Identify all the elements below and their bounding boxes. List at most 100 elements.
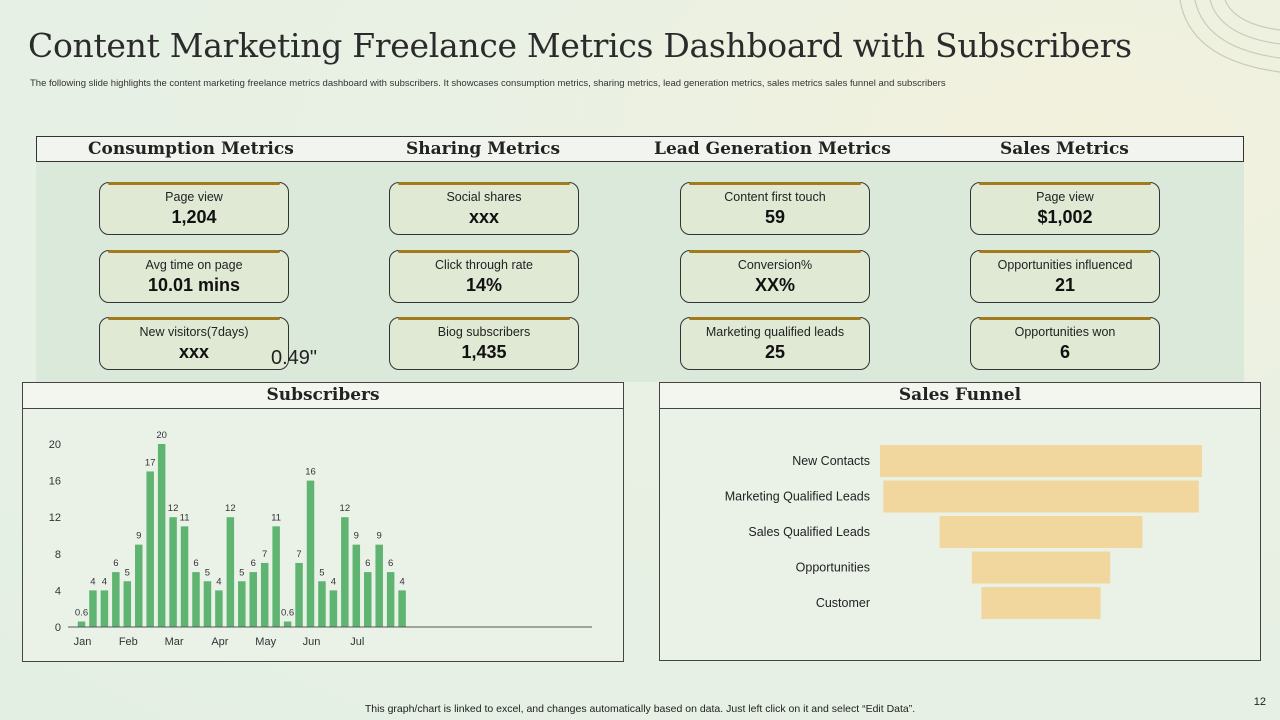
- bar-data-label: 9: [136, 531, 141, 542]
- metric-card-content-first-touch: Content first touch 59: [680, 182, 870, 235]
- page-subtitle: The following slide highlights the conte…: [30, 78, 946, 89]
- subscriber-bar: [215, 590, 223, 627]
- funnel-bar: [939, 516, 1143, 548]
- bar-data-label: 17: [145, 457, 156, 468]
- page-title: Content Marketing Freelance Metrics Dash…: [28, 26, 1132, 65]
- x-tick-label: May: [255, 636, 276, 648]
- bar-data-label: 9: [354, 531, 359, 542]
- subscriber-bar: [329, 590, 338, 627]
- x-tick-label: Mar: [165, 636, 184, 648]
- funnel-bar: [971, 551, 1111, 584]
- y-tick-label: 12: [49, 512, 61, 524]
- subscriber-bar: [157, 444, 166, 627]
- subscriber-bar: [375, 544, 383, 627]
- bar-data-label: 7: [262, 549, 267, 560]
- bar-data-label: 20: [156, 430, 167, 441]
- y-tick-label: 0: [55, 622, 61, 634]
- metric-card-opportunities-influenced: Opportunities influenced 21: [970, 250, 1160, 303]
- sales-funnel-chart: New Contacts Marketing Qualified Leads Sal…: [725, 445, 1202, 619]
- subscriber-bar: [100, 590, 109, 627]
- bar-data-label: 16: [305, 467, 316, 478]
- metric-value: $1,002: [1037, 207, 1093, 227]
- subscriber-bar: [318, 581, 326, 627]
- bar-data-label: 12: [168, 503, 179, 514]
- metric-label: Biog subscribers: [437, 325, 531, 339]
- metric-value: 6: [1059, 342, 1070, 362]
- bar-data-label: 5: [319, 567, 324, 578]
- bar-data-label: 12: [225, 503, 236, 514]
- sales-funnel-panel: Sales Funnel New Contacts Marketing Quali…: [659, 382, 1261, 661]
- subscriber-bar: [238, 581, 246, 627]
- metric-value: 21: [1054, 275, 1076, 295]
- bar-data-label: 5: [205, 567, 210, 578]
- funnel-stage-label: Opportunities: [796, 561, 870, 575]
- bar-data-label: 4: [216, 576, 221, 587]
- funnel-stage-label: New Contacts: [792, 454, 870, 468]
- bar-data-label: 6: [365, 558, 370, 569]
- sales-metrics-heading: Sales Metrics: [1000, 139, 1129, 159]
- x-tick-label: Jun: [303, 636, 321, 648]
- metric-card-page-view: Page view 1,204: [99, 182, 289, 235]
- x-tick-label: Feb: [119, 636, 138, 648]
- y-tick-label: 20: [49, 439, 61, 451]
- metric-value: XX%: [754, 275, 796, 295]
- bar-data-label: 4: [399, 576, 404, 587]
- bar-data-label: 4: [331, 576, 336, 587]
- subscriber-bar: [249, 572, 257, 627]
- sharing-metrics-heading: Sharing Metrics: [406, 139, 561, 159]
- subscriber-bar: [283, 621, 292, 627]
- subscriber-bar: [226, 517, 235, 627]
- footer-note: This graph/chart is linked to excel, and…: [364, 703, 916, 715]
- subscriber-bar: [260, 562, 269, 627]
- consumption-metrics-heading: Consumption Metrics: [88, 139, 294, 159]
- metric-value: 1,435: [461, 342, 507, 362]
- subscriber-bar: [192, 572, 200, 627]
- bar-data-label: 6: [193, 558, 198, 569]
- subscriber-bar: [77, 621, 86, 627]
- y-tick-label: 16: [49, 476, 61, 488]
- metric-value: xxx: [178, 342, 210, 362]
- subscriber-bar: [135, 544, 143, 627]
- metric-label: Content first touch: [724, 190, 826, 204]
- subscriber-bar: [272, 526, 280, 627]
- y-tick-label: 8: [55, 549, 61, 561]
- bar-data-label: 6: [388, 558, 393, 569]
- metric-card-marketing-qualified-leads: Marketing qualified leads 25: [680, 317, 870, 370]
- funnel-bar: [981, 587, 1101, 619]
- metric-label: Social shares: [446, 190, 522, 204]
- bar-data-label: 0.6: [75, 608, 88, 619]
- metrics-header-bar: Consumption Metrics Sharing Metrics Lead…: [36, 136, 1244, 162]
- sales-funnel-title: Sales Funnel: [660, 383, 1260, 409]
- subscriber-bar: [295, 562, 303, 627]
- subscriber-bar: [364, 572, 372, 627]
- x-tick-label: Jul: [350, 636, 364, 648]
- metric-card-click-through-rate: Click through rate 14%: [389, 250, 579, 303]
- bar-data-label: 9: [377, 531, 382, 542]
- metric-card-opportunities-won: Opportunities won 6: [970, 317, 1160, 370]
- metric-label: Page view: [1036, 190, 1094, 204]
- metric-value: 25: [764, 342, 786, 362]
- metric-card-blog-subscribers: Biog subscribers 1,435: [389, 317, 579, 370]
- subscriber-bar: [180, 526, 189, 627]
- bar-data-label: 4: [102, 576, 107, 587]
- subscriber-bar: [169, 517, 177, 627]
- subscriber-bar: [203, 581, 212, 627]
- subscribers-chart-title: Subscribers: [23, 383, 623, 409]
- lead-generation-metrics-heading: Lead Generation Metrics: [654, 139, 891, 159]
- metric-label: Marketing qualified leads: [705, 325, 845, 339]
- metric-label: Opportunities won: [1014, 325, 1116, 339]
- bar-data-label: 12: [340, 503, 351, 514]
- bar-data-label: 7: [296, 549, 301, 560]
- subscriber-bar: [146, 471, 154, 627]
- subscriber-bar: [306, 480, 315, 627]
- metric-card-social-shares: Social shares xxx: [389, 182, 579, 235]
- bar-data-label: 11: [271, 512, 281, 523]
- x-tick-label: Jan: [74, 636, 92, 648]
- subscriber-bar: [341, 517, 349, 627]
- metric-label: Opportunities influenced: [997, 258, 1133, 272]
- x-tick-label: Apr: [211, 636, 228, 648]
- stray-dimension-text: 0.49": [271, 347, 318, 369]
- bar-data-label: 6: [113, 558, 118, 569]
- metric-value: 59: [764, 207, 786, 227]
